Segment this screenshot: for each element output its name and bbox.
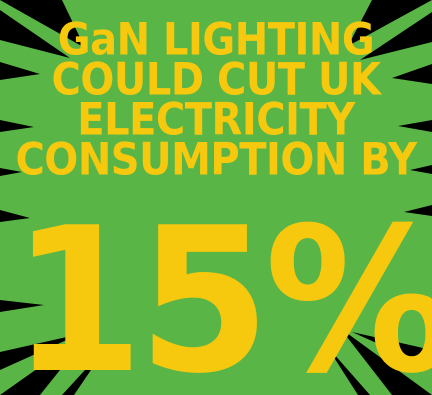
headline: GaN LIGHTING COULD CUT UK ELECTRICITY CO… [0,14,432,186]
headline-line-3: ELECTRICITY [77,94,355,146]
percentage-value: 15% [11,208,432,395]
headline-line-2: COULD CUT UK [51,54,381,106]
headline-line-4: CONSUMPTION BY [15,134,417,186]
headline-line-1: GaN LIGHTING [57,14,375,66]
percentage-figure: 15% [0,208,432,395]
